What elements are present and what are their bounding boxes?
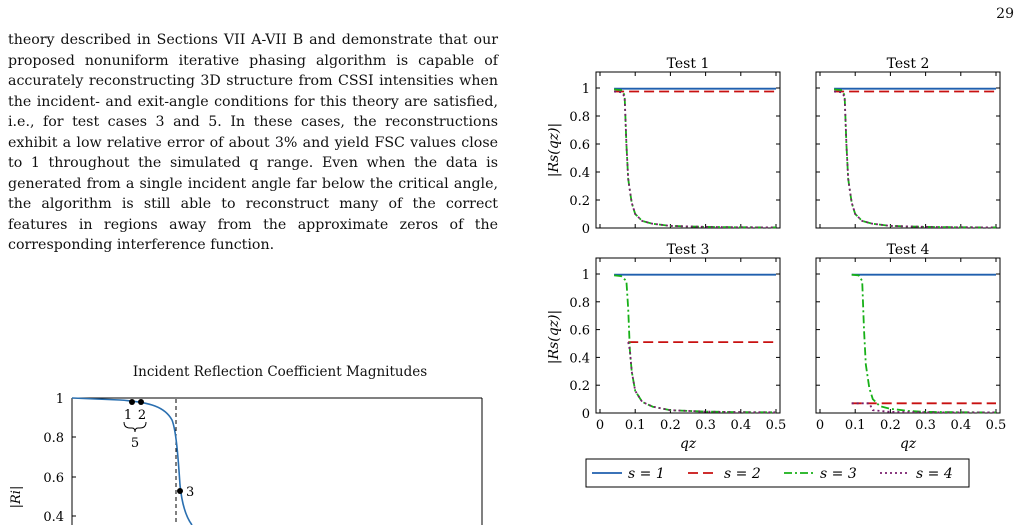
ytick-label: 0.8 <box>569 110 590 125</box>
reflection-coefficient-figure: Test 1 0 0.2 0.4 0.6 0.8 1 Test 2 Test 3 0 0.2 0.4 0… <box>548 56 1007 488</box>
xtick-label: 0.1 <box>625 418 646 433</box>
point-3-label: 3 <box>186 485 194 500</box>
ytick-label: 0.2 <box>569 379 590 394</box>
legend-label-2: s = 2 <box>724 466 761 482</box>
incident-curve <box>71 397 193 525</box>
page-number: 29 <box>996 6 1014 22</box>
point-1-label: 1 <box>124 408 132 423</box>
ytick-label: 0.2 <box>569 194 590 209</box>
ytick-label: 0.4 <box>569 166 590 181</box>
xtick-label: 0.3 <box>695 418 716 433</box>
incident-ytick-0.8: 0.8 <box>43 431 64 446</box>
xtick-label: 0.5 <box>986 418 1007 433</box>
panel-frame-3 <box>595 257 781 414</box>
series-line-4 <box>834 90 997 229</box>
legend-label-4: s = 4 <box>916 466 953 482</box>
panel-title-3: Test 3 <box>667 242 710 258</box>
incident-ylabel-text: |Ri| <box>9 486 24 509</box>
series-line-3 <box>614 274 777 414</box>
xtick-label: 0.2 <box>880 418 901 433</box>
panel-frame-4 <box>815 257 1001 414</box>
xtick-label: 0.3 <box>915 418 936 433</box>
point-5-label: 5 <box>131 436 139 451</box>
series-line-3 <box>834 88 997 229</box>
incident-ytick-0.6: 0.6 <box>43 471 64 486</box>
ytick-label: 0 <box>582 222 590 237</box>
point-2-marker <box>138 399 144 405</box>
panel-title-4: Test 4 <box>887 242 930 258</box>
series-line-3 <box>851 273 997 414</box>
incident-ylabel: |Ri| <box>9 486 24 509</box>
ytick-label: 1 <box>582 82 590 97</box>
xtick-label: 0.5 <box>766 418 787 433</box>
xtick-label: 0.1 <box>845 418 866 433</box>
point-3-marker <box>177 488 183 494</box>
body-paragraph: theory described in Sections VII A-VII B… <box>8 30 498 256</box>
ytick-label: 0.6 <box>569 324 590 339</box>
panel-frame-1 <box>595 71 781 229</box>
legend-label-1: s = 1 <box>628 466 665 482</box>
legend-label-3: s = 3 <box>820 466 857 482</box>
incident-ytick-0.4: 0.4 <box>43 510 64 525</box>
panel-title-2: Test 2 <box>887 56 930 72</box>
series-line-4 <box>614 90 777 229</box>
point-2-label: 2 <box>138 408 146 423</box>
y-axis-label: |Rs(qz)| <box>548 123 562 177</box>
ytick-label: 0.4 <box>569 351 590 366</box>
body-text: theory described in Sections VII A-VII B… <box>8 32 498 253</box>
incident-chart: |Ri| 1 0.8 0.6 0.4 1 2 5 3 <box>9 392 483 525</box>
panel-title-1: Test 1 <box>667 56 710 72</box>
series-line-4 <box>627 341 777 414</box>
y-axis-label: |Rs(qz)| <box>548 310 562 364</box>
incident-chart-title: Incident Reflection Coefficient Magnitud… <box>132 364 428 380</box>
ytick-label: 0.6 <box>569 138 590 153</box>
xtick-label: 0.2 <box>660 418 681 433</box>
x-axis-label: qz <box>680 436 697 452</box>
panel-frame-2 <box>815 71 1001 229</box>
xtick-label: 0 <box>596 418 604 433</box>
brace <box>123 421 147 433</box>
xtick-label: 0 <box>816 418 824 433</box>
xtick-label: 0.4 <box>950 418 971 433</box>
point-1-marker <box>129 399 135 405</box>
ytick-label: 0.8 <box>569 296 590 311</box>
xtick-label: 0.4 <box>730 418 751 433</box>
series-line-3 <box>614 88 777 229</box>
incident-ytick-1: 1 <box>56 392 64 407</box>
ytick-label: 0 <box>582 407 590 422</box>
ytick-label: 1 <box>582 268 590 283</box>
x-axis-label: qz <box>900 436 917 452</box>
